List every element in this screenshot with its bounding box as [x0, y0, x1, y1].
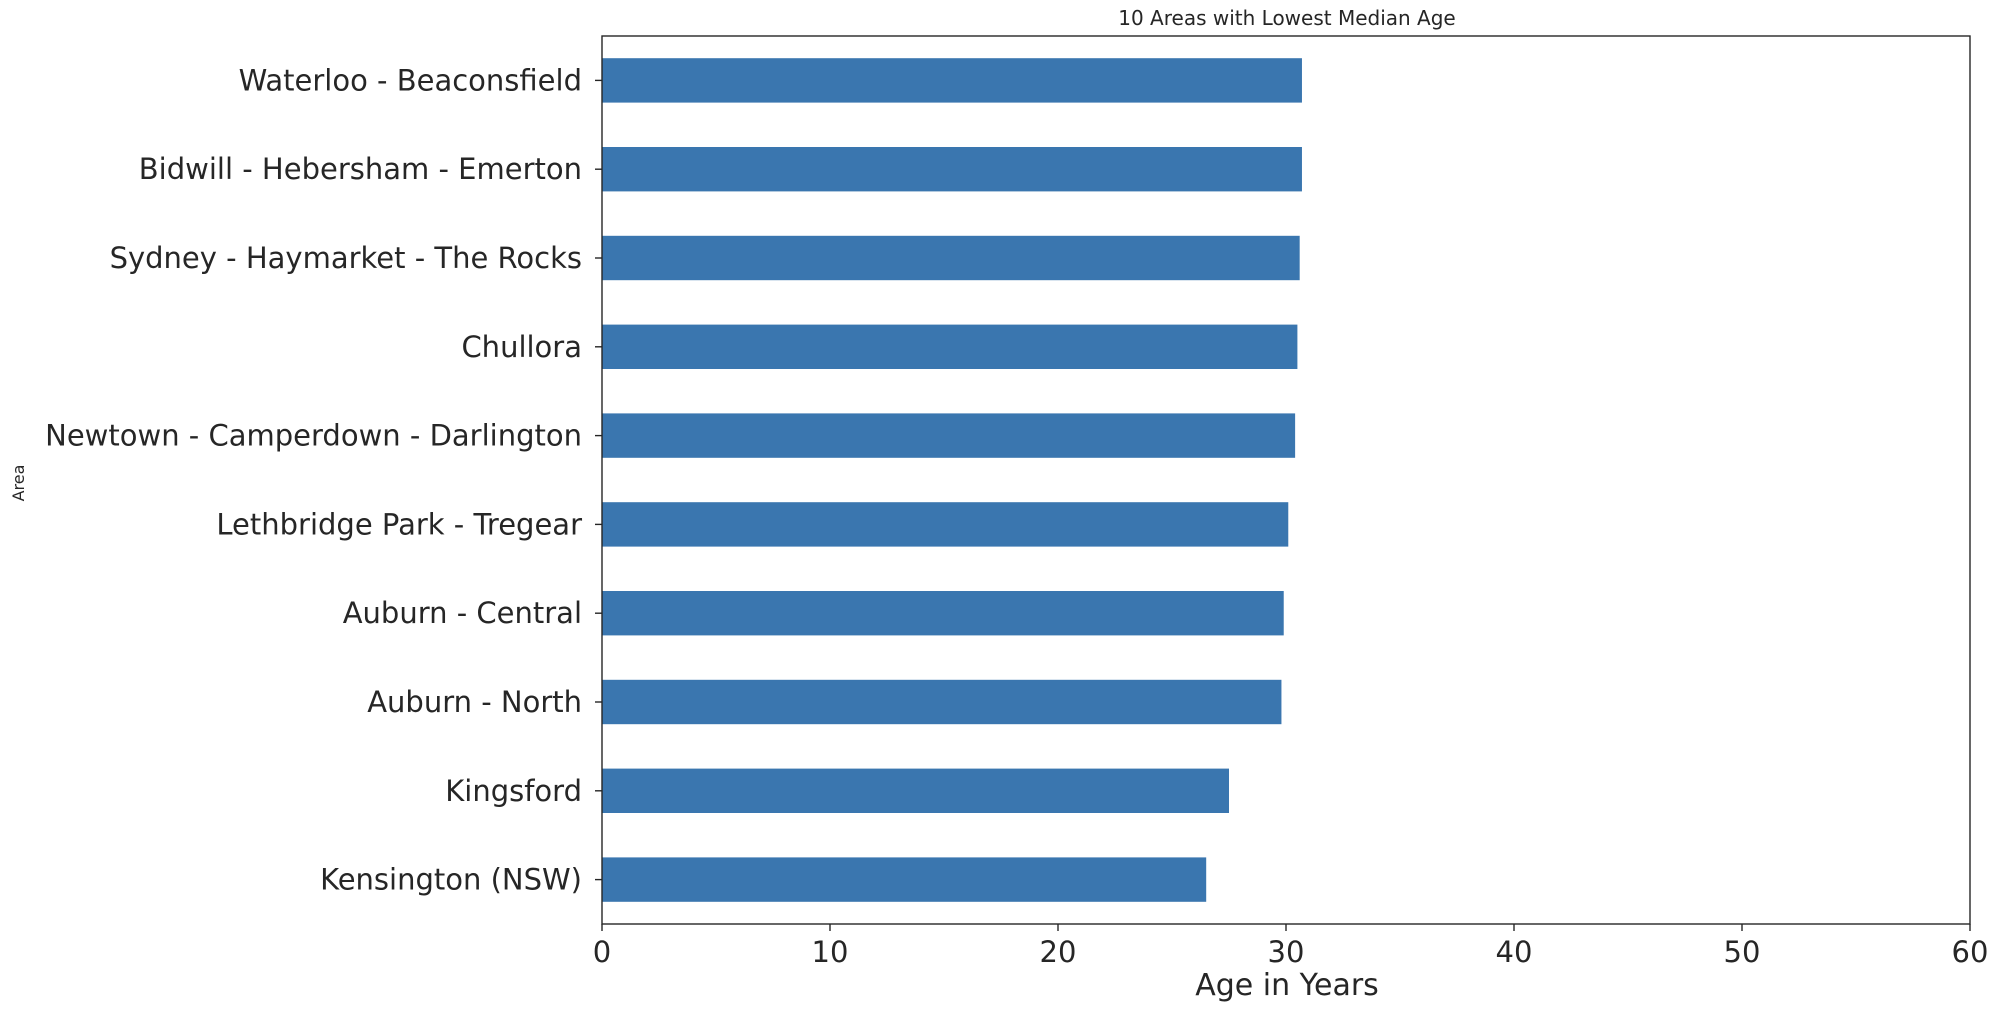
bar: [602, 147, 1302, 192]
x-tick-label: 0: [593, 935, 611, 969]
y-tick-label: Kensington (NSW): [320, 863, 582, 897]
x-tick-label: 30: [1268, 935, 1305, 969]
x-tick-label: 40: [1496, 935, 1533, 969]
bar: [602, 324, 1298, 369]
y-tick-label: Chullora: [461, 330, 582, 364]
bar: [602, 857, 1207, 902]
y-tick-label: Auburn - Central: [343, 596, 582, 630]
x-axis-ticks: 0 10 20 30 40 50 60: [593, 924, 1989, 969]
y-tick-label: Lethbridge Park - Tregear: [216, 507, 582, 541]
y-tick-label: Waterloo - Beaconsfield: [239, 63, 582, 97]
bar: [602, 591, 1284, 636]
bar: [602, 235, 1300, 281]
y-tick-label: Sydney - Haymarket - The Rocks: [110, 241, 582, 275]
bars-layer: [602, 58, 1302, 902]
y-tick-label: Bidwill - Hebersham - Emerton: [139, 152, 582, 186]
y-axis-label: Area: [9, 465, 28, 502]
category-labels: Waterloo - Beaconsfield Bidwill - Hebersh…: [45, 63, 602, 897]
bar: [602, 679, 1282, 725]
plot-frame: [601, 35, 1971, 925]
x-axis-label: Age in Years: [1195, 968, 1379, 1003]
bar: [602, 58, 1302, 103]
y-tick-label: Newtown - Camperdown - Darlington: [45, 419, 582, 453]
bar: [602, 768, 1229, 813]
x-tick-label: 20: [1040, 935, 1077, 969]
chart-title: 10 Areas with Lowest Median Age: [1118, 6, 1456, 30]
bar: [602, 502, 1289, 547]
x-tick-label: 10: [812, 935, 849, 969]
bar: [602, 413, 1296, 458]
y-tick-label: Kingsford: [445, 774, 582, 808]
y-tick-label: Auburn - North: [367, 685, 582, 719]
x-tick-label: 50: [1724, 935, 1761, 969]
x-tick-label: 60: [1952, 935, 1989, 969]
